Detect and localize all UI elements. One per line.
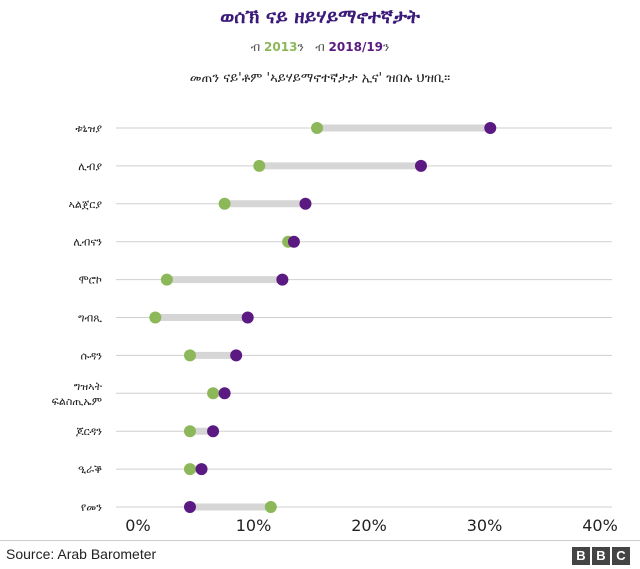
category-label: ሞሮኮ [79,274,102,287]
legend-suffix-2: ን [383,40,390,54]
dot-2013 [218,197,231,210]
x-tick-label: 0% [125,516,150,535]
source-text: Source: Arab Barometer [6,546,157,562]
dot-2013 [253,159,266,172]
dot-2018 [241,311,254,324]
category-label: ግዝኣት [74,380,103,393]
dot-2018 [484,122,497,134]
dot-2018 [183,501,196,513]
category-label: ዒራቕ [78,463,102,476]
category-label: ፍልስጢኤም [52,395,102,408]
category-label: ኣልጀርያ [68,198,102,211]
bbc-logo-letter: B [592,547,610,565]
category-label: ቱኒዝያ [75,122,102,135]
category-label: ሊብናን [73,236,102,249]
bbc-logo-letter: C [612,547,630,565]
dot-2013 [183,463,196,476]
dot-2018 [287,235,300,248]
dot-2013 [183,425,196,438]
category-label: የመን [81,501,102,514]
dot-2013 [183,349,196,362]
x-tick-label: 40% [582,516,618,535]
legend-suffix-1: ን [297,40,304,54]
dot-2013 [264,501,277,513]
dot-2018 [195,463,208,476]
dot-2018 [230,349,243,362]
dot-2013 [207,387,220,400]
category-label: ሊብያ [78,160,102,173]
x-tick-label: 30% [467,516,503,535]
dot-2018 [414,159,427,172]
dot-2018 [218,387,231,400]
legend: ብ 2013ን ብ 2018/19ን [0,40,640,55]
legend-prefix-2: ብ [315,40,325,54]
dot-2018 [299,197,312,210]
dot-2013 [149,311,162,324]
x-tick-label: 20% [351,516,387,535]
category-label: ሱዳን [81,349,103,362]
x-tick-label: 10% [236,516,272,535]
bbc-logo-letter: B [572,547,590,565]
chart-subtitle: መጠን ናይ'ቶም 'ኣይሃይማኖተኛታታ ኢና' ዝበሉ ህዝቢ። [189,71,451,86]
chart-title: ወሰኽ ናይ ዘይሃይማኖተኛታት [220,6,420,28]
dot-2013 [311,122,324,134]
legend-label-2013: 2013 [264,40,298,54]
category-label: ጆርዳን [76,425,103,438]
bbc-logo: B B C [572,547,630,565]
dot-2018 [276,273,289,286]
dot-2013 [160,273,173,286]
legend-prefix-1: ብ [250,40,261,54]
dumbbell-chart: ቱኒዝያ ሊብያ ኣልጀርያ ሊብናን ሞሮኮ ግብጺ ሱዳን ግዝኣት ፍልስጢኤም ጆርዳን ዒ… [52,122,618,535]
category-label: ግብጺ [78,312,102,325]
dot-2018 [207,425,220,438]
footer-divider [0,540,640,541]
legend-label-2018: 2018/19 [328,40,384,54]
